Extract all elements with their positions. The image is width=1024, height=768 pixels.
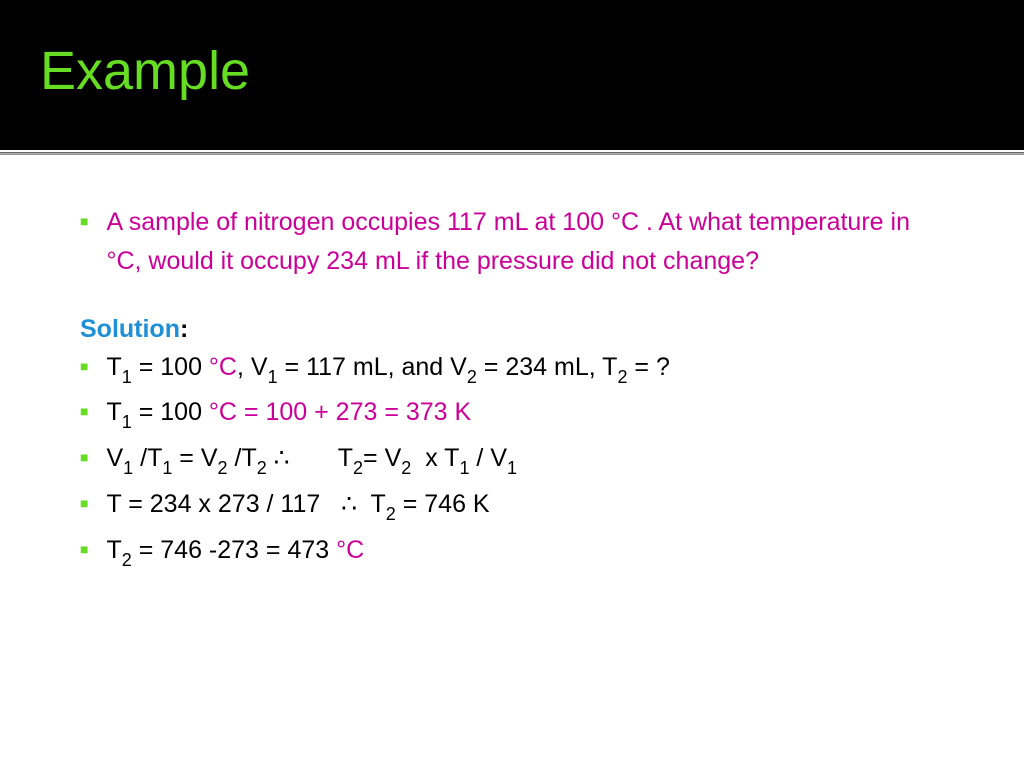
bullet-icon: ■	[80, 493, 88, 515]
bullet-icon: ■	[80, 211, 88, 233]
solution-text: T1 = 100 °C, V1 = 117 mL, and V2 = 234 m…	[106, 348, 669, 390]
solution-line-4: ■ T = 234 x 273 / 117 ∴ T2 = 746 K	[80, 485, 944, 527]
solution-text: T = 234 x 273 / 117 ∴ T2 = 746 K	[106, 485, 489, 527]
bullet-icon: ■	[80, 447, 88, 469]
solution-text: V1 /T1 = V2 /T2 ∴ T2= V2 x T1 / V1	[106, 439, 517, 481]
solution-text: T1 = 100 °C = 100 + 273 = 373 K	[106, 393, 471, 435]
solution-text: T2 = 746 -273 = 473 °C	[106, 531, 364, 573]
question-item: ■ A sample of nitrogen occupies 117 mL a…	[80, 203, 944, 281]
bullet-icon: ■	[80, 356, 88, 378]
solution-line-1: ■ T1 = 100 °C, V1 = 117 mL, and V2 = 234…	[80, 348, 944, 390]
solution-label: Solution:	[80, 315, 944, 344]
question-text: A sample of nitrogen occupies 117 mL at …	[106, 203, 944, 281]
slide-header: Example	[0, 0, 1024, 150]
bullet-icon: ■	[80, 401, 88, 423]
bullet-icon: ■	[80, 539, 88, 561]
solution-line-5: ■ T2 = 746 -273 = 473 °C	[80, 531, 944, 573]
slide-title: Example	[40, 40, 984, 102]
slide-content: ■ A sample of nitrogen occupies 117 mL a…	[0, 155, 1024, 573]
solution-line-3: ■ V1 /T1 = V2 /T2 ∴ T2= V2 x T1 / V1	[80, 439, 944, 481]
solution-line-2: ■ T1 = 100 °C = 100 + 273 = 373 K	[80, 393, 944, 435]
